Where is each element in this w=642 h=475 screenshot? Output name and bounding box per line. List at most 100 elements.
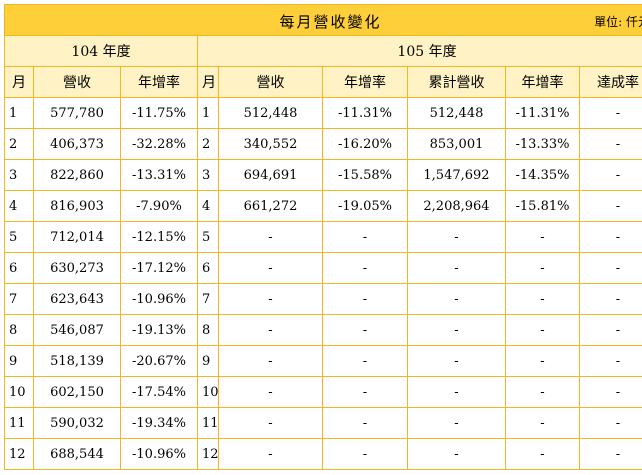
cell-month-104: 11 [4, 407, 34, 439]
cell-revenue-105: 340,552 [218, 128, 323, 160]
cell-cum-yoy-105: - [505, 252, 580, 284]
cell-revenue-104: 816,903 [33, 190, 121, 222]
cell-month-104: 6 [4, 252, 34, 284]
cell-month-104: 9 [4, 345, 34, 377]
cell-yoy-105: - [322, 314, 408, 346]
cell-achievement-105: - [579, 128, 642, 160]
cell-revenue-105: - [218, 252, 323, 284]
cell-yoy-105: - [322, 283, 408, 315]
title-row: 每月營收變化 單位: 仟元 [4, 4, 642, 36]
cell-cum-yoy-105: - [505, 314, 580, 346]
table-title: 每月營收變化 [279, 13, 382, 31]
cell-yoy-104: -10.96% [120, 283, 198, 315]
cell-month-105: 12 [197, 438, 219, 470]
cell-revenue-104: 406,373 [33, 128, 121, 160]
cell-yoy-105: -19.05% [322, 190, 408, 222]
cell-cum-yoy-105: - [505, 407, 580, 439]
cell-yoy-105: - [322, 252, 408, 284]
col-month-105: 月 [197, 66, 219, 98]
cell-revenue-105: - [218, 221, 323, 253]
cell-revenue-105: - [218, 376, 323, 408]
cell-cum-yoy-105: - [505, 345, 580, 377]
cell-month-105: 9 [197, 345, 219, 377]
cell-revenue-105: 512,448 [218, 97, 323, 129]
col-cumulative-105: 累計營收 [407, 66, 506, 98]
table-row: 12 688,544 -10.96% 12- - - - - [4, 438, 642, 470]
cell-month-104: 4 [4, 190, 34, 222]
cell-cumulative-105: - [407, 221, 506, 253]
cell-yoy-104: -19.34% [120, 407, 198, 439]
cell-yoy-104: -20.67% [120, 345, 198, 377]
cell-revenue-104: 623,643 [33, 283, 121, 315]
cell-cum-yoy-105: -14.35% [505, 159, 580, 191]
cell-revenue-104: 590,032 [33, 407, 121, 439]
cell-yoy-104: -11.75% [120, 97, 198, 129]
cell-achievement-105: - [579, 190, 642, 222]
cell-yoy-105: - [322, 221, 408, 253]
table-row: 10 602,150 -17.54% 10- - - - - [4, 376, 642, 408]
cell-yoy-104: -17.54% [120, 376, 198, 408]
cell-cumulative-105: - [407, 283, 506, 315]
cell-month-105: 5 [197, 221, 219, 253]
cell-achievement-105: - [579, 407, 642, 439]
col-revenue-104: 營收 [33, 66, 121, 98]
cell-revenue-105: - [218, 438, 323, 470]
cell-month-104: 5 [4, 221, 34, 253]
cell-revenue-105: - [218, 407, 323, 439]
cell-yoy-104: -7.90% [120, 190, 198, 222]
col-month-104: 月 [4, 66, 34, 98]
cell-revenue-104: 546,087 [33, 314, 121, 346]
cell-achievement-105: - [579, 252, 642, 284]
table-row: 2 406,373 -32.28% 2 340,552 -16.20% 853,001 -13… [4, 128, 642, 160]
cell-month-105: 7 [197, 283, 219, 315]
cell-yoy-104: -12.15% [120, 221, 198, 253]
cell-cumulative-105: - [407, 345, 506, 377]
cell-cum-yoy-105: - [505, 438, 580, 470]
col-yoy-104: 年增率 [120, 66, 198, 98]
cell-month-104: 12 [4, 438, 34, 470]
table-row: 7 623,643 -10.96% 7- - - - - [4, 283, 642, 315]
table-row: 9 518,139 -20.67% 9- - - - - [4, 345, 642, 377]
cell-month-105: 4 [197, 190, 219, 222]
cell-revenue-104: 712,014 [33, 221, 121, 253]
cell-achievement-105: - [579, 221, 642, 253]
year-105-header: 105 年度 [197, 35, 642, 67]
cell-cumulative-105: - [407, 252, 506, 284]
cell-cumulative-105: 1,547,692 [407, 159, 506, 191]
cell-month-105: 11 [197, 407, 219, 439]
cell-cum-yoy-105: -13.33% [505, 128, 580, 160]
cell-yoy-105: - [322, 438, 408, 470]
cell-cum-yoy-105: - [505, 376, 580, 408]
cell-yoy-105: - [322, 376, 408, 408]
cell-cumulative-105: - [407, 438, 506, 470]
cell-yoy-104: -17.12% [120, 252, 198, 284]
cell-revenue-104: 602,150 [33, 376, 121, 408]
title-cell: 每月營收變化 單位: 仟元 [4, 4, 642, 36]
cell-revenue-105: - [218, 345, 323, 377]
monthly-revenue-table: 每月營收變化 單位: 仟元 104 年度 105 年度 月 營收 年增率 月 營… [4, 4, 642, 470]
cell-revenue-104: 822,860 [33, 159, 121, 191]
cell-yoy-105: - [322, 407, 408, 439]
cell-revenue-104: 688,544 [33, 438, 121, 470]
cell-revenue-104: 630,273 [33, 252, 121, 284]
cell-month-105: 10 [197, 376, 219, 408]
cell-month-104: 7 [4, 283, 34, 315]
cell-achievement-105: - [579, 314, 642, 346]
cell-cumulative-105: - [407, 314, 506, 346]
cell-achievement-105: - [579, 376, 642, 408]
cell-month-104: 1 [4, 97, 34, 129]
table-row: 8 546,087 -19.13% 8- - - - - [4, 314, 642, 346]
column-header-row: 月 營收 年增率 月 營收 年增率 累計營收 年增率 達成率 [4, 66, 642, 98]
cell-cumulative-105: 2,208,964 [407, 190, 506, 222]
col-cum-yoy-105: 年增率 [505, 66, 580, 98]
cell-yoy-105: -11.31% [322, 97, 408, 129]
cell-yoy-105: -15.58% [322, 159, 408, 191]
year-header-row: 104 年度 105 年度 [4, 35, 642, 67]
cell-cumulative-105: - [407, 407, 506, 439]
table-row: 11 590,032 -19.34% 11- - - - - [4, 407, 642, 439]
col-revenue-105: 營收 [218, 66, 323, 98]
col-achievement-105: 達成率 [579, 66, 642, 98]
cell-revenue-104: 518,139 [33, 345, 121, 377]
cell-revenue-104: 577,780 [33, 97, 121, 129]
cell-month-105: 3 [197, 159, 219, 191]
